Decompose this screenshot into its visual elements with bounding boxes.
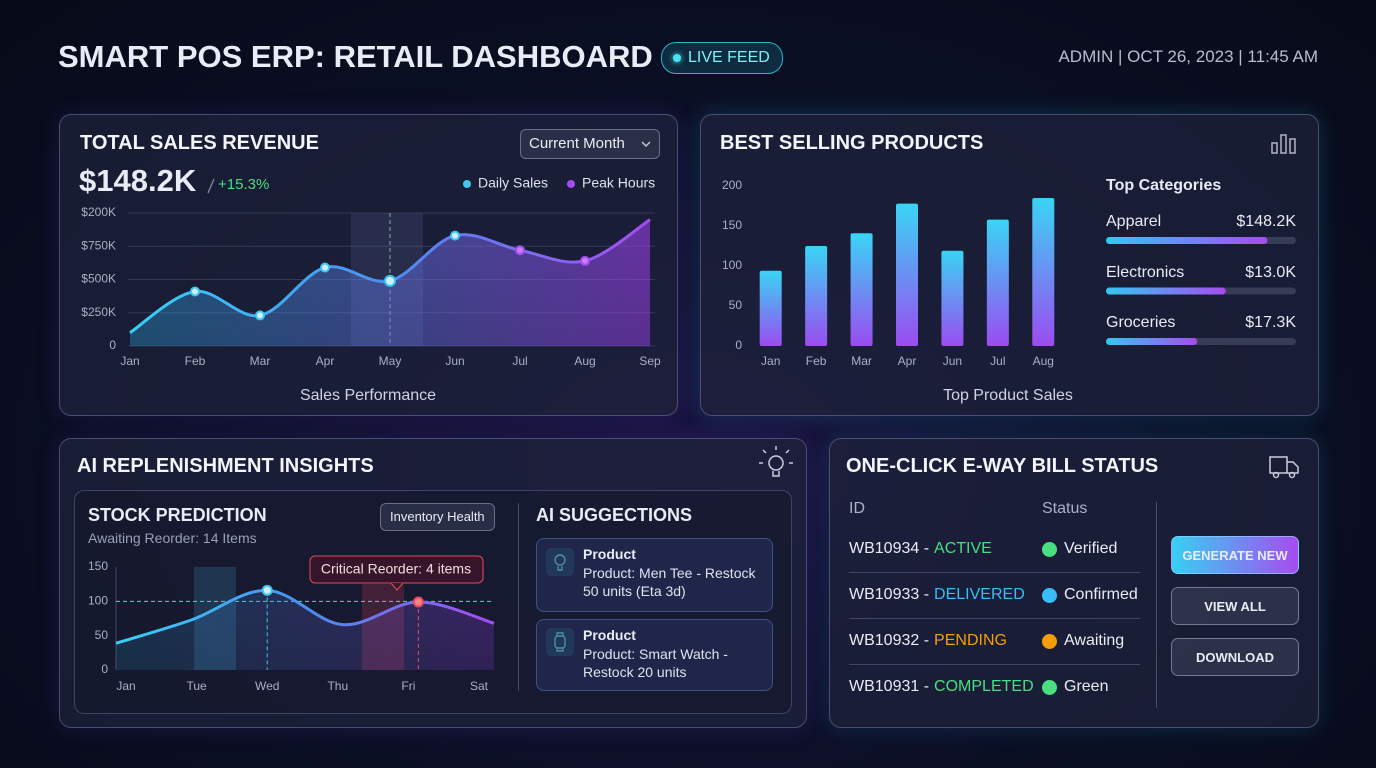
chart-caption: Sales Performance xyxy=(299,387,437,404)
suggestions-title: AI SUGGECTIONS xyxy=(536,505,693,525)
stock-subtitle: Awaiting Reorder: 14 Items xyxy=(88,530,257,546)
sales-panel xyxy=(59,114,678,416)
stock-tag[interactable]: Inventory Health xyxy=(380,503,495,531)
divider xyxy=(1156,502,1157,708)
chevron xyxy=(641,141,651,147)
status-text: Awaiting xyxy=(1064,632,1125,649)
divider xyxy=(518,503,519,691)
category-amount: $148.2K xyxy=(1236,213,1296,230)
live-badge: LIVE FEED xyxy=(661,42,783,74)
status-icon xyxy=(1042,542,1057,557)
status-text: Confirmed xyxy=(1064,586,1138,603)
column-header: ID xyxy=(849,500,865,517)
status-text: Green xyxy=(1064,678,1109,695)
sales-total: $148.2K xyxy=(79,163,197,198)
suggestion-title: Product xyxy=(583,546,636,562)
status-text: Verified xyxy=(1064,540,1118,557)
bill-state: PENDING xyxy=(934,632,1007,649)
separator xyxy=(207,178,215,194)
stock-title: STOCK PREDICTION xyxy=(88,505,267,525)
panel-title: BEST SELLING PRODUCTS xyxy=(720,132,984,154)
bill-state: ACTIVE xyxy=(934,540,992,557)
column-header: Status xyxy=(1042,500,1088,517)
header-meta: ADMIN | OCT 26, 2023 | 11:45 AM xyxy=(1058,47,1318,66)
chart-caption: Top Product Sales xyxy=(943,387,1073,404)
row-divider xyxy=(849,572,1140,573)
panel-title: TOTAL SALES REVENUE xyxy=(80,132,319,154)
page-title: SMART POS ERP: RETAIL DASHBOARD xyxy=(58,39,653,74)
category-amount: $17.3K xyxy=(1245,314,1296,331)
dropdown-text: Current Month xyxy=(529,135,625,152)
bill-id: WB10933 - DELIVERED xyxy=(849,586,1025,603)
eway-panel xyxy=(829,438,1319,728)
suggestion-text: Product: Smart Watch - Restock 20 units xyxy=(583,646,728,680)
bill-state: DELIVERED xyxy=(934,586,1025,603)
bill-id: WB10934 - ACTIVE xyxy=(849,540,992,557)
category-name: Electronics xyxy=(1106,263,1185,281)
status-icon xyxy=(1042,588,1057,603)
category-name: Groceries xyxy=(1106,314,1176,331)
bill-state: COMPLETED xyxy=(934,678,1034,695)
top-categories-title: Top Categories xyxy=(1106,177,1222,194)
panel-title: ONE-CLICK E-WAY BILL STATUS xyxy=(846,455,1159,477)
suggestion-title: Product xyxy=(583,627,636,643)
button[interactable]: VIEW ALL xyxy=(1171,587,1299,625)
bill-id: WB10932 - PENDING xyxy=(849,632,1007,649)
suggestion-card xyxy=(536,538,773,612)
button[interactable]: GENERATE NEW xyxy=(1171,536,1299,574)
panel-title: AI REPLENISHMENT INSIGHTS xyxy=(77,455,374,477)
products-panel xyxy=(700,114,1319,416)
status-icon xyxy=(1042,680,1057,695)
category-name: Apparel xyxy=(1106,213,1162,230)
dropdown[interactable]: Current Month xyxy=(520,129,660,159)
row-divider xyxy=(849,664,1140,665)
live-dot xyxy=(673,54,681,62)
category-amount: $13.0K xyxy=(1245,263,1296,281)
button[interactable]: DOWNLOAD xyxy=(1171,638,1299,676)
bill-id: WB10931 - COMPLETED xyxy=(849,678,1034,695)
suggestion-text: Product: Men Tee - Restock 50 units (Eta… xyxy=(583,565,756,599)
badge-text: LIVE FEED xyxy=(688,49,770,66)
row-divider xyxy=(849,618,1140,619)
suggestion-card xyxy=(536,619,773,691)
sales-change: +15.3% xyxy=(218,176,270,193)
status-icon xyxy=(1042,634,1057,649)
